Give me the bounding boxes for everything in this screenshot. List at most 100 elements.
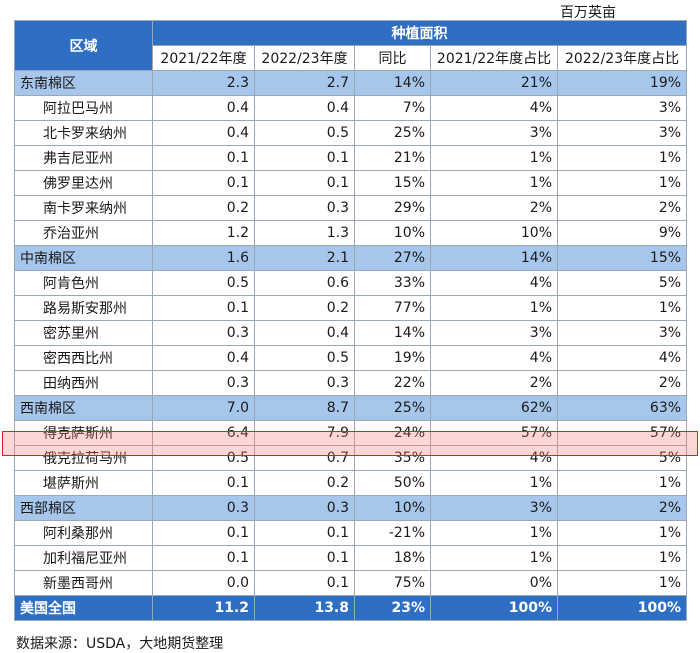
state-row: 南卡罗来纳州 0.2 0.3 29% 2% 2% xyxy=(14,195,688,221)
cell-value: 0.3 xyxy=(152,495,255,521)
cell-value: 5% xyxy=(556,445,688,471)
table-title: 种植面积 xyxy=(151,20,688,46)
cell-value: 2% xyxy=(430,370,558,396)
cell-value: 3% xyxy=(430,495,558,521)
cell-value: 0.2 xyxy=(254,295,355,321)
row-name: 西南棉区 xyxy=(14,395,153,421)
row-name: 阿利桑那州 xyxy=(14,520,153,546)
source-note: 数据来源：USDA，大地期货整理 xyxy=(16,636,224,652)
cell-value: 0.4 xyxy=(254,95,355,121)
row-name: 密苏里州 xyxy=(14,320,153,346)
cell-value: 0.5 xyxy=(254,120,355,146)
cell-value: 0.3 xyxy=(254,195,355,221)
cell-value: 0.1 xyxy=(152,545,255,571)
cell-value: 4% xyxy=(430,345,558,371)
cell-value: 57% xyxy=(556,420,688,446)
state-row: 新墨西哥州 0.0 0.1 75% 0% 1% xyxy=(14,570,688,596)
cell-value: 0.4 xyxy=(254,320,355,346)
cell-value: 4% xyxy=(430,445,558,471)
cell-value: 0.1 xyxy=(254,545,355,571)
cell-value: 0.5 xyxy=(152,445,255,471)
cell-value: 0.2 xyxy=(254,470,355,496)
cell-value: 0.2 xyxy=(152,195,255,221)
cell-value: 4% xyxy=(430,95,558,121)
cell-value: 7% xyxy=(354,95,431,121)
cell-value: 21% xyxy=(430,70,558,96)
cell-value: 0.1 xyxy=(152,295,255,321)
cell-value: 1% xyxy=(430,470,558,496)
state-row: 加利福尼亚州 0.1 0.1 18% 1% 1% xyxy=(14,545,688,571)
row-name: 堪萨斯州 xyxy=(14,470,153,496)
state-row: 阿肯色州 0.5 0.6 33% 4% 5% xyxy=(14,270,688,296)
cell-value: 3% xyxy=(430,120,558,146)
row-name: 新墨西哥州 xyxy=(14,570,153,596)
cell-value: 62% xyxy=(430,395,558,421)
total-row: 美国全国 11.2 13.8 23% 100% 100% xyxy=(14,595,688,621)
row-name: 田纳西州 xyxy=(14,370,153,396)
cell-value: 4% xyxy=(556,345,688,371)
state-row: 阿拉巴马州 0.4 0.4 7% 4% 3% xyxy=(14,95,688,121)
cell-value: 1.2 xyxy=(152,220,255,246)
column-header: 2021/22年度 xyxy=(152,45,255,71)
cell-value: 22% xyxy=(354,370,431,396)
cell-value: 1% xyxy=(430,545,558,571)
row-name: 路易斯安那州 xyxy=(14,295,153,321)
cell-value: 10% xyxy=(430,220,558,246)
cell-value: 3% xyxy=(556,320,688,346)
cell-value: 14% xyxy=(354,320,431,346)
row-name: 阿肯色州 xyxy=(14,270,153,296)
cell-value: 5% xyxy=(556,270,688,296)
state-row: 乔治亚州 1.2 1.3 10% 10% 9% xyxy=(14,220,688,246)
region-row: 中南棉区 1.6 2.1 27% 14% 15% xyxy=(14,245,688,271)
cell-value: 50% xyxy=(354,470,431,496)
cell-value: 0.1 xyxy=(254,170,355,196)
row-name: 得克萨斯州 xyxy=(14,420,153,446)
row-name: 佛罗里达州 xyxy=(14,170,153,196)
cell-value: 0.5 xyxy=(254,345,355,371)
cell-value: 0.4 xyxy=(152,345,255,371)
cell-value: 3% xyxy=(556,120,688,146)
row-header-region: 区域 xyxy=(14,20,153,71)
cell-value: 2% xyxy=(556,370,688,396)
cell-value: 27% xyxy=(354,245,431,271)
unit-label: 百万英亩 xyxy=(560,5,616,21)
cell-value: 0.4 xyxy=(152,120,255,146)
column-header: 同比 xyxy=(354,45,431,71)
cell-value: 1% xyxy=(556,570,688,596)
cell-value: 14% xyxy=(354,70,431,96)
row-name: 俄克拉荷马州 xyxy=(14,445,153,471)
cell-value: 15% xyxy=(556,245,688,271)
state-row: 佛罗里达州 0.1 0.1 15% 1% 1% xyxy=(14,170,688,196)
cell-value: 10% xyxy=(354,220,431,246)
cell-value: 11.2 xyxy=(152,595,255,621)
cell-value: 77% xyxy=(354,295,431,321)
cell-value: 0.1 xyxy=(254,570,355,596)
cell-value: 0.4 xyxy=(152,95,255,121)
row-name: 密西西比州 xyxy=(14,345,153,371)
row-name: 美国全国 xyxy=(14,595,153,621)
cell-value: 100% xyxy=(430,595,558,621)
cell-value: 1% xyxy=(430,145,558,171)
cell-value: 0.1 xyxy=(152,520,255,546)
planting-area-table: 区域 种植面积 2021/22年度 2022/23年度 同比 2021/22年度占比 2… xyxy=(14,20,688,621)
cell-value: 0.3 xyxy=(254,370,355,396)
cell-value: 0.7 xyxy=(254,445,355,471)
cell-value: 3% xyxy=(556,95,688,121)
cell-value: 1% xyxy=(430,520,558,546)
state-row: 密西西比州 0.4 0.5 19% 4% 4% xyxy=(14,345,688,371)
cell-value: 0.1 xyxy=(152,170,255,196)
cell-value: 1% xyxy=(556,145,688,171)
cell-value: 25% xyxy=(354,395,431,421)
cell-value: 1% xyxy=(430,295,558,321)
cell-value: 1.3 xyxy=(254,220,355,246)
state-row: 北卡罗来纳州 0.4 0.5 25% 3% 3% xyxy=(14,120,688,146)
cell-value: 14% xyxy=(430,245,558,271)
cell-value: 0% xyxy=(430,570,558,596)
cell-value: 10% xyxy=(354,495,431,521)
cell-value: 0.1 xyxy=(254,520,355,546)
cell-value: 21% xyxy=(354,145,431,171)
cell-value: 1% xyxy=(556,545,688,571)
cell-value: 1.6 xyxy=(152,245,255,271)
state-row: 路易斯安那州 0.1 0.2 77% 1% 1% xyxy=(14,295,688,321)
row-name: 中南棉区 xyxy=(14,245,153,271)
